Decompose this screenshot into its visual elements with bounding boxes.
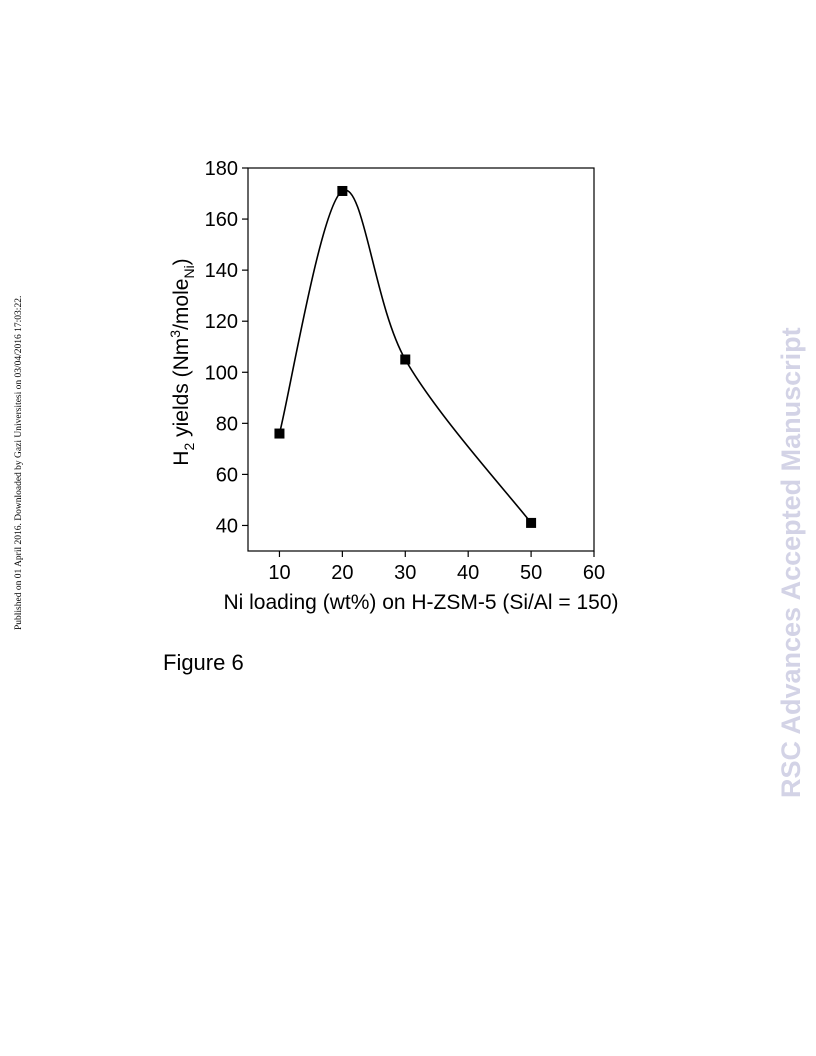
x-tick-label: 50 — [520, 562, 542, 584]
y-axis-title-superscript: 3 — [167, 330, 183, 338]
y-tick-label: 140 — [205, 260, 238, 282]
y-tick-label: 180 — [205, 158, 238, 180]
x-tick-label: 10 — [268, 562, 290, 584]
x-tick-label: 20 — [331, 562, 353, 584]
data-point — [337, 185, 348, 196]
plot-frame — [247, 167, 595, 552]
figure-caption: Figure 6 — [163, 650, 244, 675]
data-point — [526, 517, 537, 528]
y-tick-label: 160 — [205, 209, 238, 231]
y-axis-title: H2 yields (Nm3/moleNi) — [167, 258, 197, 465]
y-axis-title-h-subscript: 2 — [181, 443, 197, 451]
x-axis-title: Ni loading (wt%) on H-ZSM-5 (Si/Al = 150… — [223, 591, 618, 614]
x-tick-label: 40 — [457, 562, 479, 584]
y-tick-label: 60 — [216, 464, 238, 486]
y-tick-label: 80 — [216, 413, 238, 435]
y-tick-label: 100 — [205, 362, 238, 384]
y-tick-label: 120 — [205, 311, 238, 333]
y-axis-title-end: ) — [170, 258, 193, 265]
y-axis-title-h: H — [170, 451, 193, 466]
x-tick-label: 30 — [394, 562, 416, 584]
data-point — [274, 428, 285, 439]
x-tick-label: 60 — [583, 562, 605, 584]
x-axis-ticks: 10 20 30 40 50 60 — [268, 551, 605, 584]
data-markers — [274, 185, 537, 528]
data-point — [400, 354, 411, 365]
y-axis-ticks: 40 60 80 100 120 140 160 180 — [205, 158, 248, 537]
y-axis-title-subscript: Ni — [181, 265, 197, 278]
y-axis-title-mid2: /mole — [170, 279, 193, 330]
y-axis-title-mid: yields (Nm — [170, 338, 193, 443]
y-tick-label: 40 — [216, 515, 238, 537]
fitted-curve — [278, 189, 532, 524]
